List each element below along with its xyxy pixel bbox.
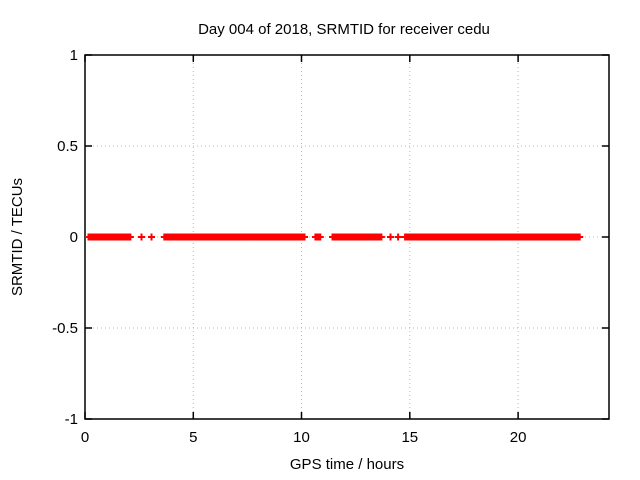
x-tick-label: 20 [510,429,527,446]
y-tick-label: -1 [65,411,78,428]
y-tick-label: 0 [70,229,78,246]
x-tick-label: 0 [81,429,89,446]
y-tick-label: 1 [70,47,78,64]
y-axis-label: SRMTID / TECUs [9,178,26,296]
tick-labels: 0 5 10 15 20 -1 -0.5 0 0.5 1 [52,47,526,446]
data-points [85,233,584,241]
axis-ticks [84,54,609,420]
x-axis-label: GPS time / hours [290,456,404,473]
plot-title: Day 004 of 2018, SRMTID for receiver ced… [198,21,490,38]
x-tick-label: 5 [189,429,197,446]
y-tick-label: 0.5 [57,138,78,155]
x-tick-label: 15 [401,429,418,446]
y-tick-label: -0.5 [52,320,78,337]
x-tick-label: 10 [293,429,310,446]
series-markers [85,233,584,241]
